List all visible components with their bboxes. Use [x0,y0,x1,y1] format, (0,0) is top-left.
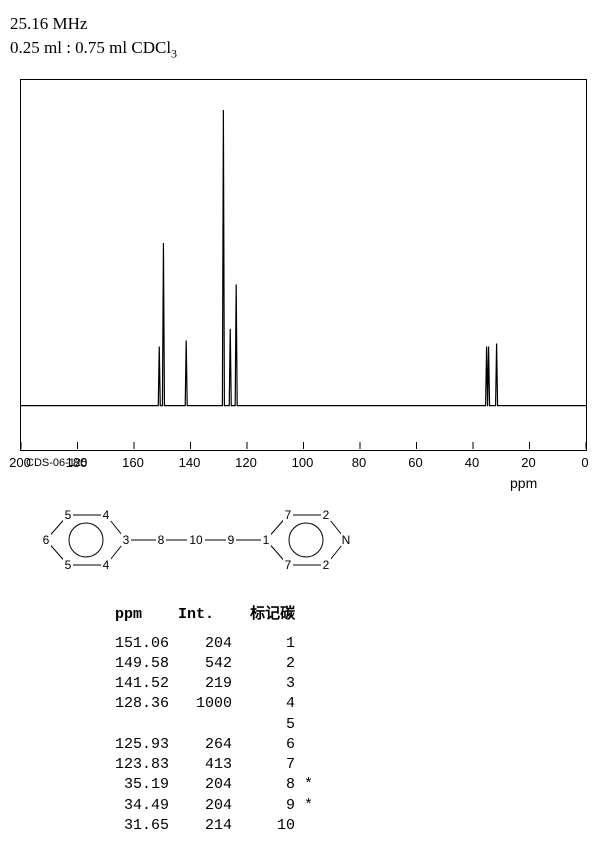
svg-text:10: 10 [189,533,203,547]
svg-text:1: 1 [263,533,270,547]
table-row: 125.93 264 6 [115,735,599,755]
ppm-row: CDS-06-125 ppm [10,475,599,493]
sample-id: CDS-06-125 [26,457,87,469]
col-int: Int. [178,606,214,623]
col-carbon: 标记碳 [250,606,295,622]
table-row: 141.52 219 3 [115,674,599,694]
table-row: 34.49 204 9 * [115,796,599,816]
svg-text:5: 5 [65,558,72,572]
table-row: 151.06 204 1 [115,634,599,654]
table-row: 31.65 214 10 [115,816,599,836]
x-tick-label: 140 [179,455,201,470]
svg-text:7: 7 [285,558,292,572]
svg-text:N: N [342,533,351,547]
x-tick-label: 160 [122,455,144,470]
x-tick-label: 80 [352,455,366,470]
svg-text:6: 6 [43,533,50,547]
peak-table: ppm Int. 标记碳 151.06 204 1149.58 542 2141… [115,604,599,836]
x-tick-label: 0 [581,455,588,470]
spectrum-svg [21,80,586,450]
ppm-axis-label: ppm [510,475,537,491]
table-row: 128.36 1000 4 [115,694,599,714]
svg-text:2: 2 [323,558,330,572]
table-row: 5 [115,715,599,735]
x-tick-label: 20 [521,455,535,470]
table-row: 149.58 542 2 [115,654,599,674]
solvent-sub: 3 [171,46,177,60]
svg-text:4: 4 [103,508,110,522]
header-line-1: 25.16 MHz [10,14,599,34]
svg-text:7: 7 [285,508,292,522]
structure-svg: 5 4 6 3 5 4 8 10 9 1 7 2 7 2N [26,495,366,585]
table-gap [115,626,599,634]
svg-text:9: 9 [228,533,235,547]
svg-text:5: 5 [65,508,72,522]
x-tick-label: 60 [408,455,422,470]
mhz-text: 25.16 MHz [10,14,87,33]
nmr-spectrum-chart [20,79,587,451]
x-tick-label: 120 [235,455,257,470]
solvent-text: 0.25 ml : 0.75 ml CDCl [10,38,171,57]
col-ppm: ppm [115,606,142,623]
table-header-row: ppm Int. 标记碳 [115,604,599,625]
svg-text:2: 2 [323,508,330,522]
molecule-structure: 5 4 6 3 5 4 8 10 9 1 7 2 7 2N [26,495,599,590]
table-row: 123.83 413 7 [115,755,599,775]
x-tick-label: 40 [465,455,479,470]
table-row: 35.19 204 8 * [115,775,599,795]
x-axis-labels: 200180160140120100806040200 [10,455,595,475]
svg-text:8: 8 [158,533,165,547]
svg-text:3: 3 [123,533,130,547]
header-line-2: 0.25 ml : 0.75 ml CDCl3 [10,38,599,61]
x-tick-label: 100 [292,455,314,470]
svg-text:4: 4 [103,558,110,572]
table-body: 151.06 204 1149.58 542 2141.52 219 3128.… [115,634,599,837]
